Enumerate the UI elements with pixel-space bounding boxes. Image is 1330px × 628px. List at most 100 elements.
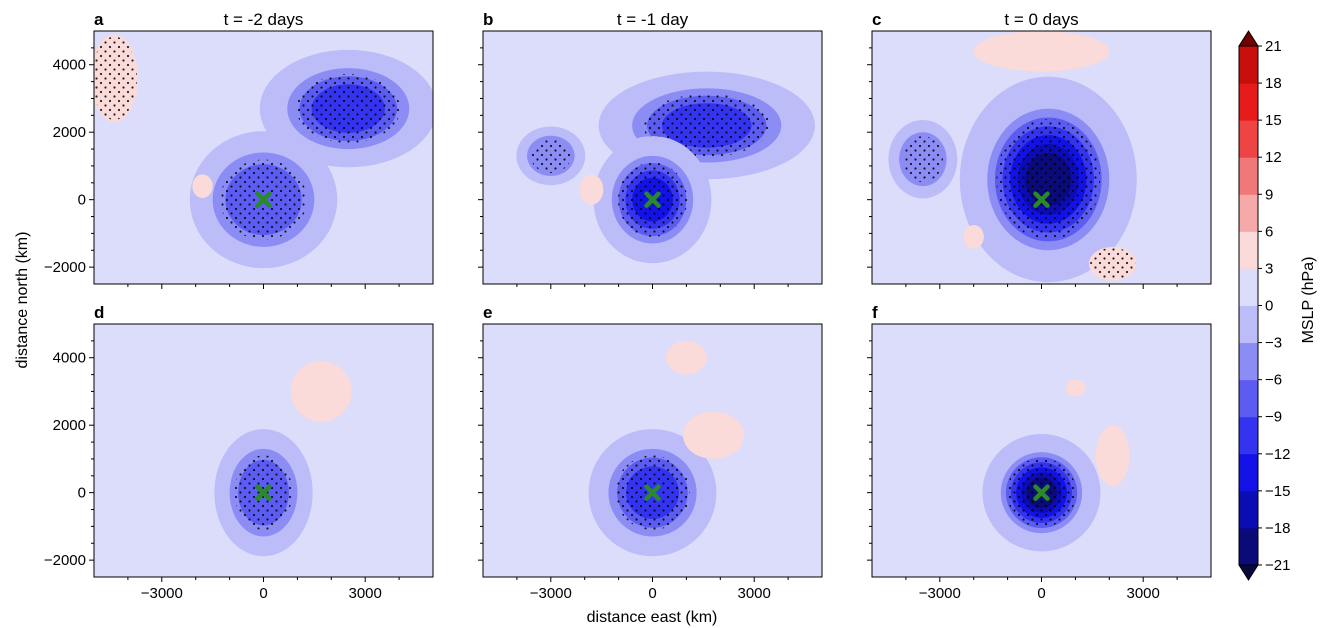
significance-stipple	[530, 138, 571, 174]
contour-fill	[963, 224, 984, 249]
panel-letter: a	[94, 10, 104, 29]
colorbar-segment	[1239, 342, 1258, 381]
colorbar-tick-label: 15	[1265, 112, 1282, 129]
colorbar-tick-label: −15	[1265, 483, 1290, 500]
colorbar-segment	[1239, 120, 1258, 158]
contour-fill	[683, 411, 745, 459]
high-anomaly-3	[192, 174, 213, 198]
panel-f: −3000 0 3000 f	[867, 303, 1212, 602]
significance-stipple	[902, 136, 944, 183]
high-anomaly-2	[94, 34, 139, 123]
panel-letter: b	[483, 10, 493, 29]
y-tick-label: −2000	[44, 259, 86, 276]
cyclone-centre-marker	[255, 484, 272, 501]
low-anomaly-2	[516, 126, 586, 186]
y-tick-label: 0	[78, 192, 86, 209]
high-anomaly-3	[579, 174, 604, 205]
cyclone-centre-marker	[1033, 484, 1050, 501]
colorbar-segment	[1239, 194, 1258, 232]
colorbar-label: MSLP (hPa)	[1300, 257, 1317, 344]
y-tick-label: 0	[78, 485, 86, 502]
high-anomaly-2	[1065, 379, 1086, 397]
panel-a: −2000 0 2000 4000 a t = -2 days	[44, 10, 434, 289]
colorbar-tick-label: 12	[1265, 149, 1282, 166]
cyclone-centre-marker	[644, 191, 661, 208]
colorbar-segment	[1239, 231, 1258, 269]
significance-stipple	[996, 119, 1101, 240]
colorbar-tick-label: −6	[1265, 372, 1282, 389]
x-tick-label: −3000	[919, 585, 961, 602]
y-tick-label: −2000	[44, 552, 86, 569]
contour-fill	[666, 340, 707, 375]
contour-fill	[973, 31, 1110, 72]
panel-c: c t = 0 days	[867, 10, 1212, 289]
contour-fill	[1095, 425, 1130, 486]
significance-stipple	[1090, 247, 1136, 280]
x-tick-label: 3000	[1127, 585, 1160, 602]
colorbar-segment	[1239, 305, 1258, 344]
panel-letter: f	[872, 303, 878, 322]
high-anomaly-2	[973, 31, 1110, 72]
x-tick-label: 3000	[349, 585, 382, 602]
colorbar-tick-label: 9	[1265, 186, 1273, 203]
contour-fill	[290, 361, 352, 422]
panel-title: t = -1 day	[617, 10, 689, 29]
colorbar-tick-label: 6	[1265, 223, 1273, 240]
cyclone-centre-marker	[255, 191, 272, 208]
significance-stipple	[296, 74, 401, 143]
cyclone-centre-marker	[644, 484, 661, 501]
colorbar-segment	[1239, 416, 1258, 455]
colorbar-tick-label: 18	[1265, 75, 1282, 92]
high-anomaly-1	[1095, 425, 1130, 486]
x-tick-label: 0	[1037, 585, 1045, 602]
colorbar-segment	[1239, 453, 1258, 492]
y-axis-label: distance north (km)	[14, 232, 31, 369]
panel-title: t = 0 days	[1004, 10, 1078, 29]
low-anomaly-0	[214, 429, 313, 557]
cyclone-centre-marker	[1033, 191, 1050, 208]
high-anomaly-1	[290, 361, 352, 422]
panel-letter: d	[94, 303, 104, 322]
colorbar-tick-label: 3	[1265, 260, 1273, 277]
panel-e: −3000 0 3000 e	[478, 303, 823, 602]
colorbar-segment	[1239, 46, 1258, 84]
colorbar: −21 −18 −15 −12 −9 −6 −3 0 3 6 9 12 15 18 21	[1238, 30, 1290, 581]
panel-letter: e	[483, 303, 492, 322]
x-tick-label: −3000	[141, 585, 183, 602]
colorbar-tick-label: −21	[1265, 557, 1290, 574]
colorbar-tick-label: −18	[1265, 520, 1290, 537]
colorbar-tick-label: −3	[1265, 335, 1282, 352]
y-tick-label: 2000	[53, 417, 86, 434]
panel-b: b t = -1 day	[478, 10, 823, 289]
colorbar-segment	[1239, 490, 1258, 529]
high-anomaly-1	[683, 411, 745, 459]
y-tick-label: 4000	[53, 57, 86, 74]
y-tick-label: 2000	[53, 124, 86, 141]
x-tick-label: 3000	[738, 585, 771, 602]
colorbar-extend-max	[1238, 30, 1259, 47]
colorbar-tick-label: −9	[1265, 409, 1282, 426]
low-anomaly-1	[888, 120, 958, 199]
colorbar-segment	[1239, 157, 1258, 195]
contour-fill	[1065, 379, 1086, 397]
colorbar-segment	[1239, 268, 1258, 306]
x-tick-label: 0	[648, 585, 656, 602]
colorbar-segment	[1239, 527, 1258, 566]
colorbar-tick-label: 0	[1265, 298, 1273, 315]
panel-d: −3000 0 3000 −2000 0 2000 4000 d	[44, 303, 434, 602]
x-axis-label: distance east (km)	[587, 609, 718, 626]
low-anomaly-0	[259, 49, 433, 168]
colorbar-extend-min	[1238, 564, 1259, 581]
panel-letter: c	[872, 10, 881, 29]
x-tick-label: −3000	[530, 585, 572, 602]
significance-stipple	[94, 36, 137, 120]
contour-fill	[579, 174, 604, 205]
high-anomaly-4	[963, 224, 984, 249]
y-tick-label: 4000	[53, 350, 86, 367]
high-anomaly-3	[1088, 246, 1137, 281]
high-anomaly-2	[666, 340, 707, 375]
colorbar-tick-label: −12	[1265, 446, 1290, 463]
colorbar-segment	[1239, 83, 1258, 121]
colorbar-tick-label: 21	[1265, 38, 1282, 55]
